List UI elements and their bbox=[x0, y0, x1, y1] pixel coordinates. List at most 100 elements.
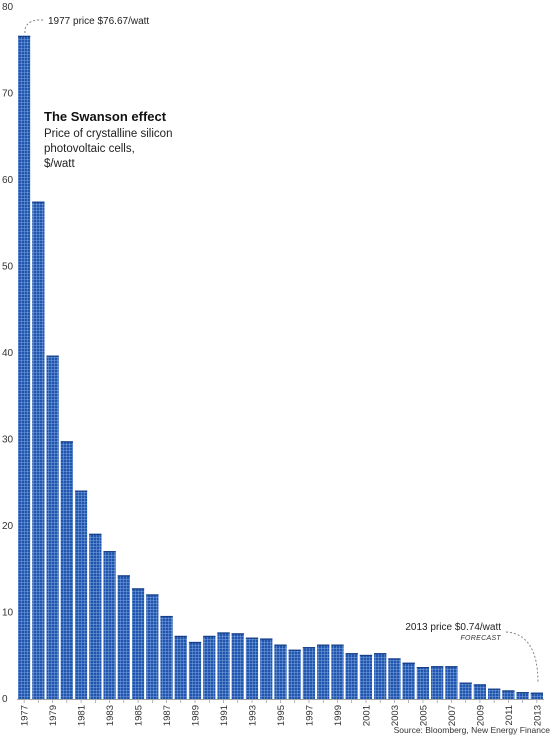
x-tick-label: 1983 bbox=[105, 705, 116, 726]
bar bbox=[359, 654, 373, 699]
bar-cap bbox=[402, 662, 415, 664]
bar bbox=[160, 615, 173, 699]
bar-2011 bbox=[502, 690, 515, 699]
bar bbox=[331, 644, 344, 699]
bar-cap bbox=[345, 653, 358, 655]
x-tick-label: 1999 bbox=[333, 705, 344, 726]
x-tick-label: 2013 bbox=[532, 705, 543, 726]
bar-1990 bbox=[203, 635, 216, 700]
bar-1981 bbox=[74, 490, 88, 699]
bar-2003 bbox=[388, 658, 401, 700]
x-tick-label: 2001 bbox=[361, 705, 372, 726]
bar bbox=[516, 692, 529, 699]
bar-1997 bbox=[302, 647, 316, 699]
bar-1978 bbox=[32, 201, 45, 700]
bar-cap bbox=[117, 575, 130, 577]
chart-subtitle-line-3: $/watt bbox=[44, 158, 75, 170]
bar bbox=[445, 666, 458, 699]
y-tick-label: 20 bbox=[2, 521, 14, 532]
bar bbox=[231, 633, 244, 699]
bar-1985 bbox=[131, 588, 145, 699]
bar-cap bbox=[146, 594, 159, 596]
bar bbox=[217, 632, 230, 699]
bar-cap bbox=[32, 201, 45, 203]
bar-2010 bbox=[488, 688, 501, 699]
bar-cap bbox=[131, 588, 145, 590]
x-tick-label: 1979 bbox=[48, 705, 59, 726]
bar-2006 bbox=[431, 666, 444, 699]
bar-2012 bbox=[516, 692, 529, 699]
bar bbox=[131, 588, 145, 699]
bar-cap bbox=[188, 641, 202, 644]
bar-cap bbox=[416, 667, 430, 669]
bar-cap bbox=[160, 615, 173, 618]
title-block: The Swanson effect Price of crystalline … bbox=[44, 109, 172, 170]
bar bbox=[117, 575, 130, 699]
bar-cap bbox=[317, 644, 330, 646]
bar bbox=[345, 653, 358, 699]
x-tick-label: 2007 bbox=[447, 705, 458, 726]
bar-cap bbox=[302, 647, 316, 649]
bar bbox=[18, 35, 31, 700]
bar bbox=[245, 637, 259, 699]
bar-cap bbox=[502, 690, 515, 692]
chart-subtitle-line-2: photovoltaic cells, bbox=[44, 143, 135, 155]
bar-cap bbox=[274, 644, 287, 646]
bar-cap bbox=[217, 632, 230, 634]
bar bbox=[288, 649, 301, 699]
bar-1987 bbox=[160, 615, 173, 699]
bar bbox=[32, 201, 45, 700]
bar-group bbox=[18, 35, 543, 700]
bar-1986 bbox=[146, 594, 159, 700]
bar-cap bbox=[359, 654, 373, 657]
x-tick-label: 2003 bbox=[390, 705, 401, 726]
x-tick-label: 2005 bbox=[418, 705, 429, 726]
bar-1988 bbox=[174, 635, 187, 700]
bar-cap bbox=[174, 635, 187, 638]
x-tick-label: 1993 bbox=[248, 705, 259, 726]
bar-cap bbox=[516, 692, 529, 694]
bar-1979 bbox=[46, 355, 59, 699]
bar-1977 bbox=[18, 35, 31, 700]
bar-1995 bbox=[274, 644, 287, 699]
bar-cap bbox=[231, 633, 244, 635]
bar-cap bbox=[331, 644, 344, 646]
chart-title: The Swanson effect bbox=[44, 109, 167, 124]
bar bbox=[89, 533, 102, 699]
x-tick-label: 2011 bbox=[504, 705, 515, 725]
bar bbox=[74, 490, 88, 699]
bar-cap bbox=[473, 684, 487, 686]
bar-cap bbox=[46, 355, 59, 357]
forecast-label: FORECAST bbox=[460, 635, 501, 642]
bar-2004 bbox=[402, 662, 415, 699]
bar-2013 bbox=[530, 692, 543, 699]
bar-2009 bbox=[473, 684, 487, 699]
y-axis: 0 10 20 30 40 50 60 70 80 bbox=[2, 2, 14, 705]
bar bbox=[188, 641, 202, 699]
x-tick-label: 1997 bbox=[304, 705, 315, 726]
bar-1994 bbox=[260, 638, 273, 699]
bar bbox=[502, 690, 515, 699]
y-tick-label: 70 bbox=[2, 89, 14, 100]
bar-1991 bbox=[217, 632, 230, 699]
bar bbox=[146, 594, 159, 700]
bar-1996 bbox=[288, 649, 301, 699]
bar bbox=[260, 638, 273, 699]
x-tick-label: 1989 bbox=[191, 705, 202, 726]
bar bbox=[416, 667, 430, 700]
x-tick-label: 1981 bbox=[77, 705, 88, 726]
bar bbox=[174, 635, 187, 700]
annotation-2013-price: 2013 price $0.74/watt bbox=[405, 622, 501, 633]
bar-cap bbox=[74, 490, 88, 492]
y-tick-label: 80 bbox=[2, 2, 14, 13]
bar bbox=[317, 644, 330, 699]
bar-1998 bbox=[317, 644, 330, 699]
bar-cap bbox=[388, 658, 401, 660]
x-tick-label: 1991 bbox=[219, 705, 230, 726]
bar bbox=[302, 647, 316, 699]
bar-1980 bbox=[60, 441, 73, 699]
x-axis: 1977 1979 1981 1983 1985 1987 1989 1991 1993 1995… bbox=[17, 699, 544, 726]
y-tick-label: 50 bbox=[2, 262, 14, 273]
bar-2007 bbox=[445, 666, 458, 699]
x-tick-label: 1995 bbox=[276, 705, 287, 726]
